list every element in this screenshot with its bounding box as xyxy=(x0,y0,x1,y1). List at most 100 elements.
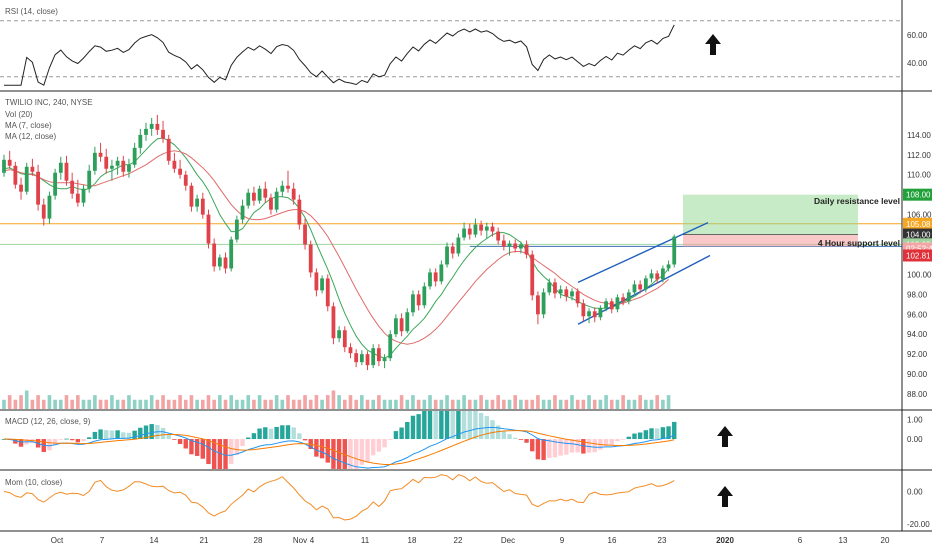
macd-histogram-bar xyxy=(126,432,132,440)
volume-bar xyxy=(2,399,6,409)
price-tick-label: 90.00 xyxy=(907,370,928,379)
volume-bar xyxy=(297,399,302,409)
candle-body xyxy=(490,226,495,232)
volume-bar xyxy=(218,395,222,409)
candle-body xyxy=(411,294,415,313)
macd-histogram-bar xyxy=(138,427,143,440)
macd-histogram-bar xyxy=(575,439,580,453)
candle-body xyxy=(70,180,75,194)
candle-body xyxy=(536,295,540,315)
candle-body xyxy=(592,311,597,318)
volume-bar xyxy=(655,395,659,409)
volume-bar xyxy=(513,395,517,409)
candle-body xyxy=(7,159,12,166)
macd-histogram-bar xyxy=(160,427,166,440)
rsi-tick-label: 60.00 xyxy=(907,31,928,40)
candle-body xyxy=(615,297,620,310)
candle-body xyxy=(121,160,126,172)
macd-histogram-bar xyxy=(274,426,279,440)
candle-body xyxy=(161,129,165,139)
candle-body xyxy=(598,308,603,318)
volume-bar xyxy=(144,399,148,409)
candle-body xyxy=(405,312,410,332)
volume-bar xyxy=(161,395,165,409)
candle-body xyxy=(496,231,501,241)
up-arrow-icon xyxy=(717,486,733,507)
price-tick-label: 114.00 xyxy=(907,131,931,140)
volume-bar xyxy=(638,395,642,409)
macd-histogram-bar xyxy=(342,439,347,469)
candle-body xyxy=(87,170,92,189)
candle-body xyxy=(320,278,324,291)
macd-histogram-bar xyxy=(229,439,234,464)
volume-bar xyxy=(615,399,620,409)
rsi-tick-label: 40.00 xyxy=(907,59,928,68)
candle-body xyxy=(229,239,234,269)
candle-body xyxy=(547,282,552,293)
time-tick-label: Oct xyxy=(51,536,64,545)
volume-bar xyxy=(456,399,461,409)
candle-body xyxy=(524,244,529,255)
volume-bar xyxy=(644,399,648,409)
volume-bar xyxy=(382,399,387,409)
volume-bar xyxy=(274,395,279,409)
macd-histogram-bar xyxy=(405,422,410,440)
mom-tick-label: 0.00 xyxy=(907,488,923,497)
candle-body xyxy=(553,282,557,294)
volume-bar xyxy=(627,399,631,409)
macd-histogram-bar xyxy=(467,411,472,440)
candle-body xyxy=(240,205,245,220)
macd-histogram-bar xyxy=(541,439,546,460)
time-tick-label: 28 xyxy=(254,536,263,545)
volume-bar xyxy=(246,395,251,409)
volume-bar xyxy=(206,395,211,409)
macd-histogram-bar xyxy=(69,439,75,441)
macd-histogram-bar xyxy=(501,430,507,440)
macd-histogram-bar xyxy=(603,439,609,447)
candle-body xyxy=(36,171,40,205)
volume-bar xyxy=(348,395,353,409)
volume-bar xyxy=(13,399,18,409)
volume-bar xyxy=(343,399,347,409)
candle-body xyxy=(354,353,359,363)
macd-histogram-bar xyxy=(183,439,188,449)
volume-bar xyxy=(195,399,199,409)
candle-body xyxy=(570,291,574,297)
macd-histogram-bar xyxy=(217,439,223,469)
volume-bar xyxy=(507,399,512,409)
candle-body xyxy=(314,272,319,291)
mom-tick-label: -20.00 xyxy=(907,520,930,529)
macd-histogram-bar xyxy=(660,427,666,440)
volume-bar xyxy=(138,399,143,409)
volume-bar xyxy=(178,395,182,409)
candle-body xyxy=(518,244,523,249)
volume-bar xyxy=(24,390,29,409)
price-tag-label: 102.81 xyxy=(906,251,931,260)
candle-body xyxy=(132,147,137,165)
time-tick-label: Dec xyxy=(501,536,515,545)
volume-bar xyxy=(666,395,671,409)
candle-body xyxy=(92,152,97,171)
mom-pane: 0.00 -20.00 xyxy=(0,474,932,532)
volume-bar xyxy=(257,395,262,409)
macd-histogram-bar xyxy=(507,434,512,440)
channel-upper-line xyxy=(577,221,709,284)
volume-bar xyxy=(553,395,557,409)
candle-body xyxy=(24,166,29,192)
volume-bar xyxy=(621,395,625,409)
volume-bar xyxy=(189,395,194,409)
candle-body xyxy=(178,168,182,175)
macd-histogram-bar xyxy=(211,439,217,469)
volume-bar xyxy=(360,395,364,409)
macd-histogram-bar xyxy=(609,439,614,445)
macd-histogram-bar xyxy=(189,439,194,455)
macd-histogram-bar xyxy=(410,415,416,440)
time-tick-label: 23 xyxy=(658,536,667,545)
volume-bar xyxy=(303,395,307,409)
price-tick-label: 106.00 xyxy=(907,211,932,220)
price-tag-label: 108.00 xyxy=(906,191,931,200)
macd-histogram-bar xyxy=(535,439,541,460)
volume-bar xyxy=(325,395,330,409)
